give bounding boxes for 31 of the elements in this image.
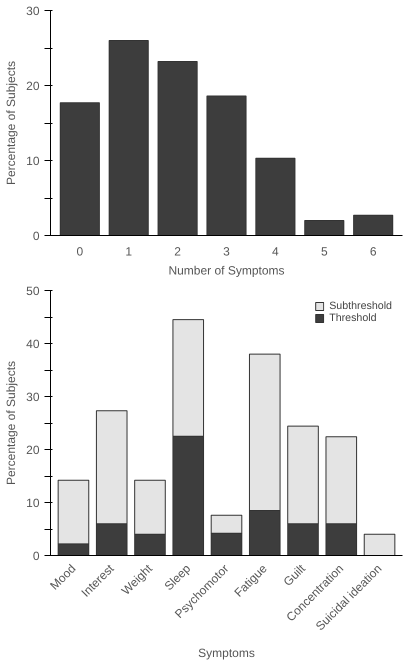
x-tick-label: 3 [223,244,230,258]
y-tick-label: 10 [26,496,40,510]
bar [158,61,198,236]
x-tick-label: 1 [125,244,132,258]
y-tick-label: 50 [26,284,40,298]
bar [364,534,396,556]
bar [255,158,296,236]
x-axis-title: Symptoms [198,646,255,660]
legend-label: Subthreshold [329,300,392,312]
y-tick-label: 20 [26,443,40,457]
y-axis-title: Percentage of Subjects [4,360,18,486]
y-tick-label: 30 [26,390,40,404]
bar [304,220,344,236]
y-tick-label: 0 [32,549,40,563]
x-tick-label: 6 [370,244,377,258]
bar [108,40,149,236]
legend-label: Threshold [329,312,377,324]
x-axis-title: Number of Symptoms [168,264,285,278]
x-tick-label: 2 [174,244,182,258]
x-tick-label: 0 [76,244,84,258]
bar [60,102,100,236]
y-axis-title: Percentage of Subjects [4,60,18,186]
x-tick-label: 4 [272,244,280,258]
y-tick-label: 10 [26,154,40,168]
y-tick-label: 0 [32,229,40,243]
x-tick-label: 5 [320,244,328,258]
y-tick-label: 40 [26,337,40,351]
y-tick-label: 20 [26,79,40,93]
y-tick-label: 30 [26,4,40,18]
bar [353,214,394,236]
bar [206,96,247,236]
